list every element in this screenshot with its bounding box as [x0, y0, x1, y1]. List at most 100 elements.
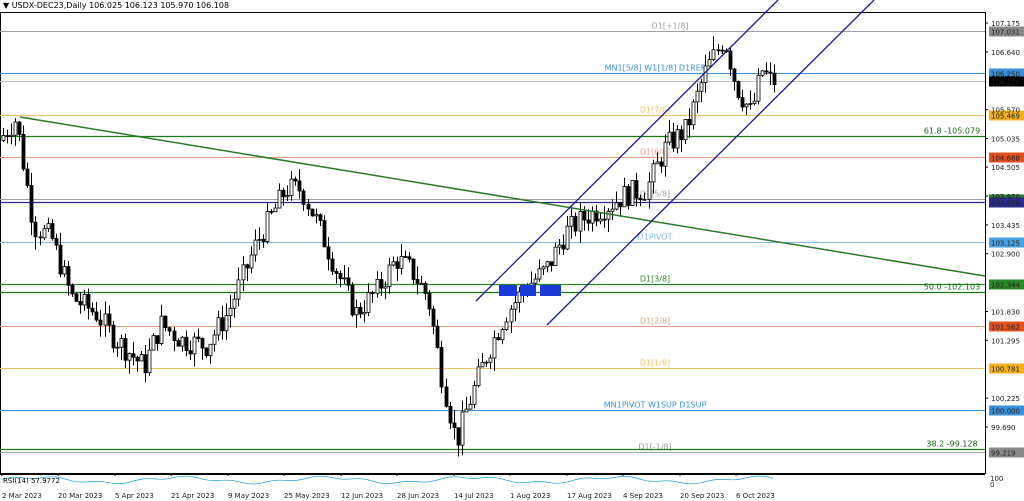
bear-candle-body — [671, 131, 676, 149]
bear-candle-body — [188, 350, 193, 355]
x-tick-label: 20 Sep 2023 — [680, 492, 724, 500]
bull-candle-body — [253, 239, 258, 256]
x-tick-label: 2 Mar 2023 — [2, 492, 42, 500]
candle — [744, 103, 749, 116]
bull-candle-body — [277, 189, 282, 209]
candle — [756, 68, 761, 105]
price-tag-text: 103.850 — [991, 200, 1020, 208]
candle — [66, 261, 71, 296]
candle — [464, 396, 469, 413]
price-tag-text: 105.469 — [991, 113, 1020, 121]
candle — [38, 231, 43, 246]
candle — [764, 62, 769, 75]
candle — [261, 234, 266, 248]
bear-candle-body — [452, 422, 457, 429]
candle — [208, 343, 213, 364]
candle — [253, 229, 258, 262]
y-tick-label: 100.225 — [991, 395, 1020, 403]
bear-candle-body — [281, 189, 286, 198]
bear-candle-body — [176, 340, 181, 347]
candle — [289, 170, 294, 201]
bear-candle-body — [411, 258, 416, 280]
bull-candle-body — [647, 181, 652, 200]
bull-candle-body — [289, 178, 294, 196]
candle — [297, 168, 302, 199]
price-tag: 103.850 — [989, 197, 1024, 208]
bull-candle-body — [675, 129, 680, 149]
candle — [301, 188, 306, 211]
price-tag-text: 99.219 — [991, 450, 1016, 458]
marker-box — [499, 285, 517, 296]
bear-candle-body — [21, 134, 26, 170]
bear-candle-body — [407, 256, 412, 260]
dropdown-triangle-icon[interactable]: ▼ — [3, 1, 10, 10]
bull-candle-body — [553, 246, 558, 266]
candle — [314, 208, 319, 224]
bull-candle-body — [642, 198, 647, 201]
candle — [70, 283, 75, 297]
bear-candle-body — [358, 307, 363, 315]
bull-candle-body — [391, 261, 396, 266]
x-tick-label: 6 Oct 2023 — [736, 492, 775, 500]
bear-candle-body — [204, 347, 209, 357]
bull-candle-body — [517, 291, 522, 303]
candle — [456, 427, 461, 457]
candle — [346, 267, 351, 291]
bull-candle-body — [147, 349, 152, 374]
candle — [236, 267, 241, 307]
candle — [732, 67, 737, 91]
x-tick-label: 21 Apr 2023 — [171, 492, 214, 500]
candle — [492, 330, 497, 371]
y-tick-label: 105.570 — [991, 107, 1020, 115]
candle — [720, 45, 725, 55]
candle — [379, 271, 384, 296]
bear-candle-body — [586, 219, 591, 224]
bull-candle-body — [13, 121, 18, 136]
time-axis: 2 Mar 2023 20 Mar 2023 5 Apr 2023 21 Apr 20… — [1, 473, 775, 500]
candle — [1, 127, 6, 142]
bull-candle-body — [476, 366, 481, 387]
candle — [362, 299, 367, 323]
bear-candle-body — [50, 223, 55, 239]
candle — [496, 332, 501, 341]
bear-candle-body — [716, 49, 721, 52]
price-tag-text: 102.344 — [991, 282, 1020, 290]
price-tag: 99.219 — [989, 447, 1024, 458]
candle — [772, 64, 777, 93]
y-tick-label: 101.295 — [991, 337, 1020, 345]
candle — [5, 129, 10, 144]
candle — [634, 172, 639, 207]
level-label: D1[5/8] — [640, 190, 670, 199]
bear-candle-body — [220, 317, 225, 332]
candle — [472, 380, 477, 409]
bear-candle-body — [293, 178, 298, 182]
price-tag: 106.250 — [989, 68, 1024, 79]
price-tag-text: 100.781 — [991, 366, 1020, 374]
y-tick-label: 99.690 — [991, 424, 1016, 432]
bull-candle-body — [119, 338, 124, 348]
candle — [383, 281, 388, 300]
candle — [342, 265, 347, 284]
candle — [679, 125, 684, 153]
bull-candle-body — [695, 90, 700, 103]
candle — [768, 62, 773, 85]
bull-candle-body — [366, 292, 371, 313]
candle — [143, 345, 148, 383]
candle — [573, 212, 578, 237]
bull-candle-body — [383, 286, 388, 289]
level-label: D1[2/8] — [640, 317, 670, 326]
bull-candle-body — [748, 103, 753, 105]
candle — [33, 216, 38, 250]
candle — [366, 283, 371, 317]
candle — [707, 51, 712, 67]
bear-candle-body — [17, 121, 22, 135]
candle — [21, 125, 26, 172]
candle — [699, 78, 704, 103]
y-tick-label: 101.830 — [991, 308, 1020, 316]
candle — [265, 202, 270, 244]
candle — [188, 340, 193, 361]
bear-candle-body — [90, 307, 95, 313]
candle — [123, 333, 128, 369]
bear-candle-body — [728, 50, 733, 70]
